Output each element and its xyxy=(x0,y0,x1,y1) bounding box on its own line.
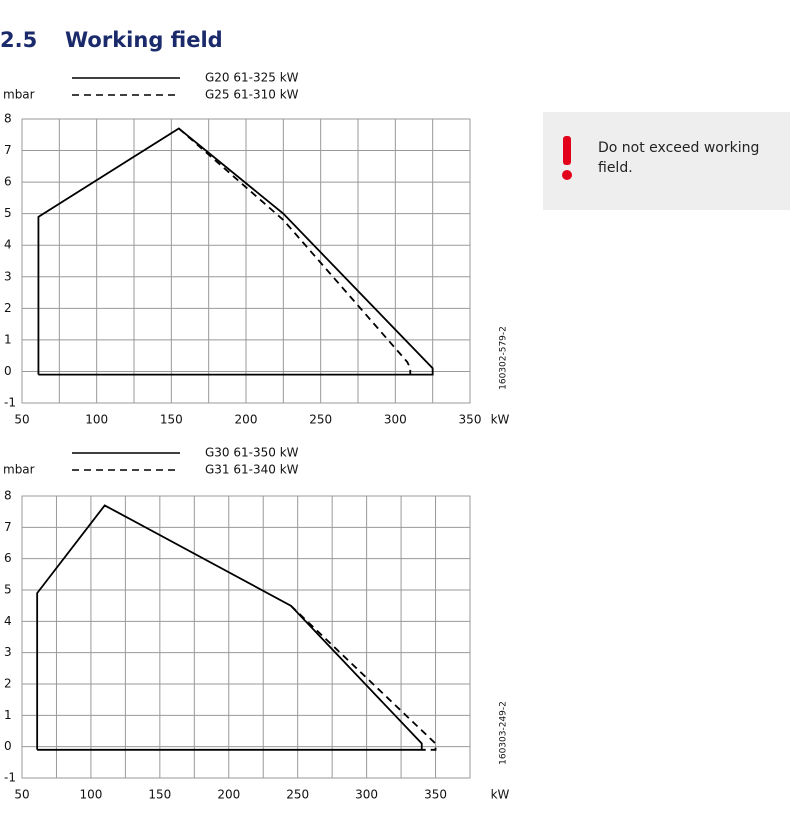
x-tick-label: 50 xyxy=(14,788,29,802)
x-tick-label: 150 xyxy=(148,788,171,802)
y-tick-label: 2 xyxy=(4,301,12,315)
y-tick-label: 1 xyxy=(4,708,12,722)
warning-icon-dot xyxy=(562,170,572,180)
section-title: Working field xyxy=(65,28,223,52)
legend-label: G30 61-350 kW xyxy=(205,446,299,460)
x-tick-label: 350 xyxy=(424,788,447,802)
series-line xyxy=(178,127,412,375)
x-tick-label: 150 xyxy=(160,413,183,427)
plot-frame xyxy=(21,495,471,779)
x-tick-label: 50 xyxy=(14,413,29,427)
y-tick-label: 6 xyxy=(4,175,12,189)
x-tick-label: 200 xyxy=(235,413,258,427)
y-tick-label: 3 xyxy=(4,269,12,283)
legend-label: G25 61-310 kW xyxy=(205,88,299,102)
note-text: Do not exceed working field. xyxy=(598,140,760,176)
note-holder: Do not exceed working field. xyxy=(598,140,760,176)
y-axis-label: mbar xyxy=(3,463,35,477)
y-tick-label: 5 xyxy=(4,583,12,597)
series-line xyxy=(37,127,434,376)
y-tick-label: 6 xyxy=(4,551,12,565)
y-tick-label: 4 xyxy=(4,238,12,252)
figure-id: 160303-249-2 xyxy=(499,701,509,765)
section-number: 2.5 xyxy=(0,28,37,52)
note-box xyxy=(543,112,790,210)
y-tick-label: 0 xyxy=(4,739,12,753)
y-axis-label: mbar xyxy=(3,88,35,102)
x-tick-label: 350 xyxy=(459,413,482,427)
x-axis-label: kW xyxy=(491,788,510,802)
series-line xyxy=(290,605,437,751)
y-tick-label: 8 xyxy=(4,489,12,503)
legend-label: G20 61-325 kW xyxy=(205,71,299,85)
warning-icon xyxy=(563,136,571,165)
y-tick-label: 7 xyxy=(4,143,12,157)
y-tick-label: 3 xyxy=(4,645,12,659)
y-tick-label: 4 xyxy=(4,614,12,628)
x-tick-label: 300 xyxy=(384,413,407,427)
y-tick-label: 8 xyxy=(4,112,12,126)
y-tick-label: 1 xyxy=(4,332,12,346)
y-tick-label: -1 xyxy=(4,396,16,410)
plot-frame xyxy=(21,118,471,404)
x-tick-label: 200 xyxy=(217,788,240,802)
figure-id: 160302-579-2 xyxy=(499,326,509,390)
x-tick-label: 300 xyxy=(355,788,378,802)
x-tick-label: 250 xyxy=(309,413,332,427)
y-tick-label: 2 xyxy=(4,677,12,691)
legend-label: G31 61-340 kW xyxy=(205,463,299,477)
x-axis-label: kW xyxy=(491,413,510,427)
y-tick-label: 7 xyxy=(4,520,12,534)
y-tick-label: 0 xyxy=(4,364,12,378)
x-tick-label: 100 xyxy=(79,788,102,802)
y-tick-label: 5 xyxy=(4,206,12,220)
series-line xyxy=(36,504,423,751)
x-tick-label: 100 xyxy=(85,413,108,427)
y-tick-label: -1 xyxy=(4,771,16,785)
x-tick-label: 250 xyxy=(286,788,309,802)
